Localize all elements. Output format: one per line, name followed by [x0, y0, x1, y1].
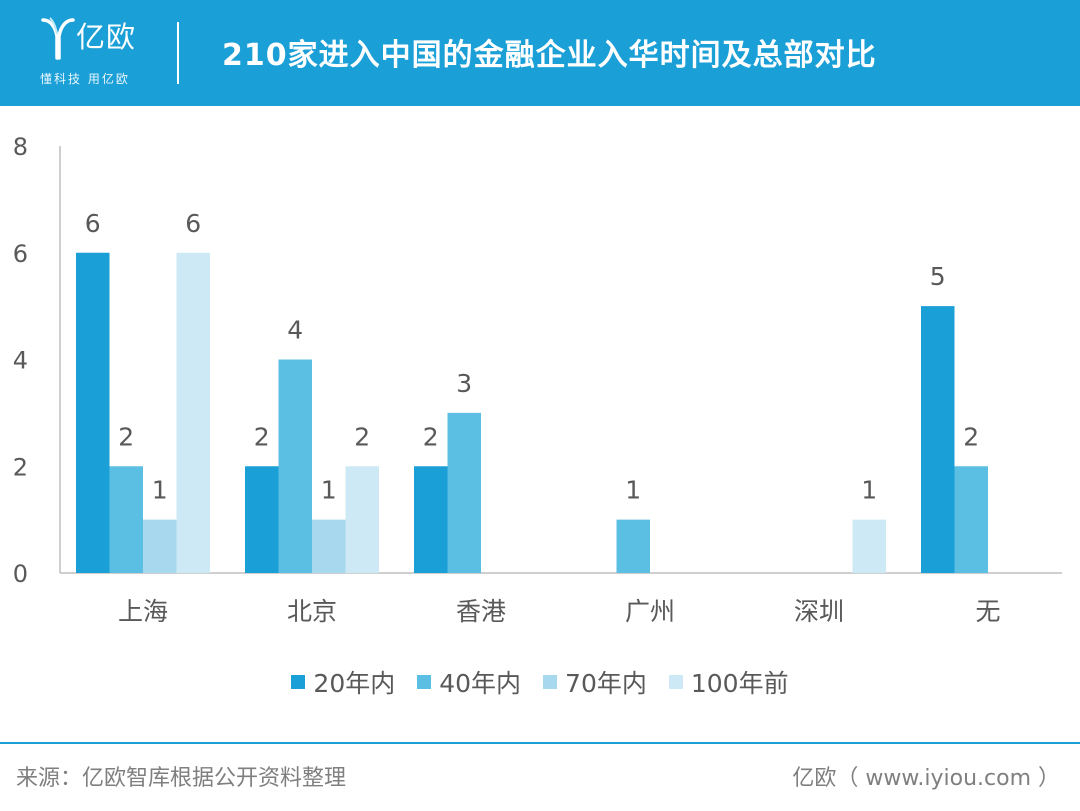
y-tick-label: 2 [13, 453, 28, 481]
bar [414, 466, 448, 573]
data-label: 1 [152, 476, 168, 505]
x-tick-label: 北京 [287, 597, 337, 626]
data-label: 2 [354, 422, 370, 451]
data-label: 6 [85, 209, 101, 238]
y-tick-label: 4 [13, 347, 28, 375]
data-label: 1 [321, 476, 337, 505]
bar [345, 466, 379, 573]
brand-logo: 亿欧 懂科技 用亿欧 [38, 14, 148, 94]
bar [176, 252, 210, 573]
legend-label: 40年内 [439, 669, 522, 698]
footer-divider [0, 742, 1080, 744]
y-tick-label: 0 [13, 560, 28, 588]
source-note: 来源：亿欧智库根据公开资料整理 [16, 766, 347, 791]
bar [616, 519, 650, 573]
legend-label: 20年内 [313, 669, 396, 698]
chart-title: 210家进入中国的金融企业入华时间及总部对比 [222, 38, 877, 73]
header-divider [177, 22, 179, 84]
x-tick-label: 上海 [118, 597, 168, 626]
logo-slogan: 懂科技 用亿欧 [40, 72, 130, 86]
logo-mark-icon [41, 17, 75, 60]
legend-item: 100年前 [668, 664, 789, 700]
data-label: 5 [930, 262, 946, 291]
x-tick-label: 香港 [456, 597, 506, 626]
bar [278, 359, 312, 573]
y-tick-label: 6 [13, 240, 28, 268]
legend-item: 20年内 [291, 664, 395, 700]
data-label: 3 [456, 369, 472, 398]
y-tick-label: 8 [13, 133, 28, 161]
data-label: 2 [423, 422, 439, 451]
legend-swatch [291, 675, 306, 689]
x-tick-label: 无 [975, 597, 1000, 626]
bar [954, 466, 988, 573]
legend-swatch [543, 675, 558, 689]
data-label: 2 [118, 422, 134, 451]
data-label: 1 [625, 476, 641, 505]
legend-item: 70年内 [543, 664, 647, 700]
x-tick-label: 深圳 [794, 597, 844, 626]
legend-label: 100年前 [690, 669, 789, 698]
bar [76, 252, 110, 573]
bar [143, 519, 177, 573]
bar [109, 466, 143, 573]
data-label: 4 [287, 316, 303, 345]
x-tick-label: 广州 [625, 597, 675, 626]
bar [312, 519, 346, 573]
chart-legend: 20年内 40年内 70年内 100年前 [0, 664, 1080, 700]
data-label: 6 [185, 209, 201, 238]
data-label: 2 [963, 422, 979, 451]
header-banner: 亿欧 懂科技 用亿欧 210家进入中国的金融企业入华时间及总部对比 [0, 0, 1080, 106]
data-label: 2 [254, 422, 270, 451]
legend-item: 40年内 [417, 664, 521, 700]
legend-label: 70年内 [565, 669, 647, 698]
site-credit: 亿欧（ www.iyiou.com ） [792, 766, 1060, 791]
legend-swatch [417, 675, 432, 689]
data-label: 1 [861, 476, 877, 505]
bar [852, 519, 886, 573]
bar [447, 412, 481, 573]
bar [245, 466, 279, 573]
bar [921, 306, 955, 573]
logo-name: 亿欧 [76, 20, 137, 54]
legend-swatch [668, 675, 683, 689]
